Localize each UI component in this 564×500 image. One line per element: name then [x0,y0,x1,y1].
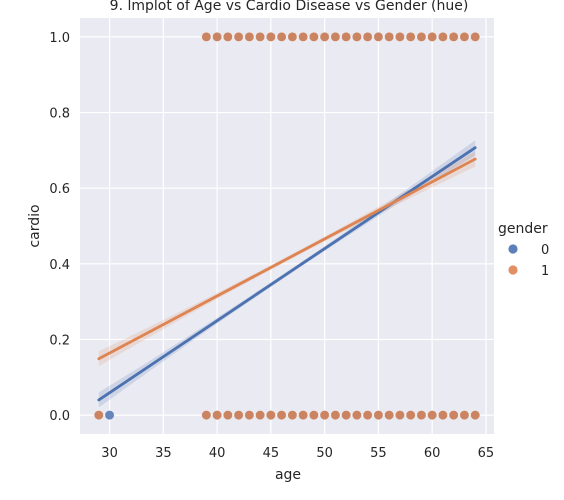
data-point [233,32,244,42]
data-point [438,410,448,420]
data-point [395,32,405,42]
data-point [276,410,287,420]
data-point [373,410,384,420]
data-point [330,32,341,42]
legend-items: 01 [508,243,549,279]
legend: gender 01 [498,221,549,279]
data-points [94,32,480,420]
regression-line [97,146,477,402]
x-tick-label: 60 [424,446,441,461]
data-point [233,410,244,420]
y-tick-label: 0.0 [49,409,70,424]
data-point [298,410,308,420]
data-point [223,32,233,42]
data-point [287,32,298,42]
x-tick-label: 35 [155,446,172,461]
data-point [266,32,276,42]
regression-line [97,157,477,361]
data-point [212,32,222,42]
x-tick-label: 55 [370,446,387,461]
data-point [470,32,480,42]
data-point [384,410,394,420]
data-point [309,32,319,42]
data-point [438,32,448,42]
regression-lines [97,146,477,402]
grid-lines [80,18,494,434]
data-point [427,410,437,420]
x-tick-label: 65 [478,446,495,461]
data-point [330,410,341,420]
data-point [255,410,265,420]
data-point [201,410,212,420]
data-point [244,410,255,420]
x-tick-label: 50 [316,446,333,461]
x-tick-label: 40 [209,446,226,461]
data-point [362,32,373,42]
x-tick-labels: 30 35 40 45 50 55 60 65 [101,446,494,461]
legend-label: 0 [541,243,549,258]
x-tick-label: 30 [101,446,118,461]
data-point [470,410,480,420]
data-point [319,32,330,42]
data-point [212,410,222,420]
data-point [362,410,373,420]
data-point [373,32,384,42]
data-point [309,410,319,420]
data-point [405,410,416,420]
y-tick-label: 0.6 [49,182,70,197]
data-point [427,32,437,42]
y-axis-label: cardio [27,204,43,247]
data-point [416,410,427,420]
y-tick-label: 0.4 [49,258,70,273]
data-point [276,32,287,42]
legend-label: 1 [541,264,549,279]
data-point [395,410,405,420]
data-point [319,410,330,420]
data-point [201,32,212,42]
y-tick-label: 0.8 [49,107,70,122]
data-point [405,32,416,42]
data-point [341,32,351,42]
chart-title: 9. lmplot of Age vs Cardio Disease vs Ge… [110,0,469,14]
data-point [223,410,233,420]
data-point [94,410,104,420]
data-point [352,410,362,420]
data-point [104,410,115,420]
data-point [352,32,362,42]
data-point [384,32,394,42]
data-point [255,32,265,42]
data-point [244,32,255,42]
y-tick-label: 1.0 [49,31,70,46]
x-tick-label: 45 [263,446,280,461]
data-point [416,32,427,42]
legend-marker [508,244,518,254]
data-point [266,410,276,420]
data-point [459,32,470,42]
legend-marker [508,265,518,275]
legend-title: gender [498,221,548,237]
data-point [341,410,351,420]
data-point [459,410,470,420]
data-point [298,32,308,42]
data-point [448,32,459,42]
x-axis-label: age [275,467,301,483]
y-tick-labels: 0.0 0.2 0.4 0.6 0.8 1.0 [49,31,70,424]
data-point [448,410,459,420]
y-tick-label: 0.2 [49,333,70,348]
data-point [287,410,298,420]
